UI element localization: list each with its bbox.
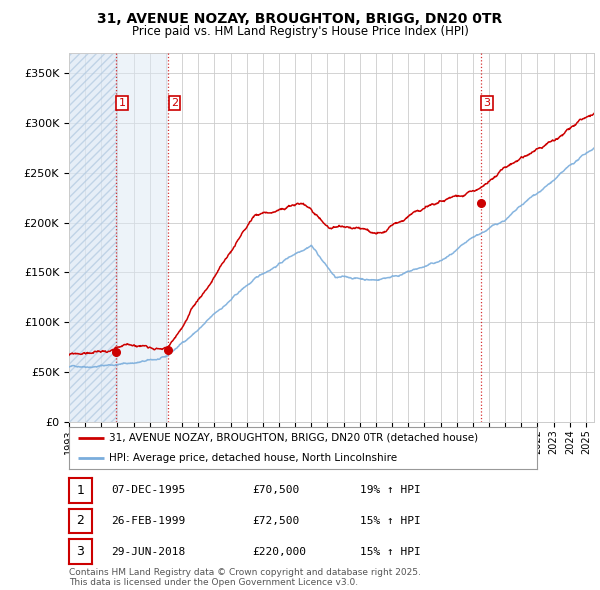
Text: 3: 3: [76, 545, 85, 558]
Text: 3: 3: [484, 98, 490, 108]
Text: 1: 1: [76, 484, 85, 497]
Text: 15% ↑ HPI: 15% ↑ HPI: [360, 547, 421, 556]
Text: 31, AVENUE NOZAY, BROUGHTON, BRIGG, DN20 0TR: 31, AVENUE NOZAY, BROUGHTON, BRIGG, DN20…: [97, 12, 503, 26]
Text: Contains HM Land Registry data © Crown copyright and database right 2025.
This d: Contains HM Land Registry data © Crown c…: [69, 568, 421, 587]
Text: 26-FEB-1999: 26-FEB-1999: [111, 516, 185, 526]
Bar: [69, 53, 116, 422]
Text: 29-JUN-2018: 29-JUN-2018: [111, 547, 185, 556]
Text: HPI: Average price, detached house, North Lincolnshire: HPI: Average price, detached house, Nort…: [109, 453, 397, 463]
Text: 2: 2: [171, 98, 178, 108]
Text: 19% ↑ HPI: 19% ↑ HPI: [360, 486, 421, 495]
Text: 1: 1: [119, 98, 125, 108]
Text: 31, AVENUE NOZAY, BROUGHTON, BRIGG, DN20 0TR (detached house): 31, AVENUE NOZAY, BROUGHTON, BRIGG, DN20…: [109, 432, 478, 442]
Bar: [116, 53, 169, 422]
Text: Price paid vs. HM Land Registry's House Price Index (HPI): Price paid vs. HM Land Registry's House …: [131, 25, 469, 38]
Text: 07-DEC-1995: 07-DEC-1995: [111, 486, 185, 495]
Text: £70,500: £70,500: [252, 486, 299, 495]
Text: 2: 2: [76, 514, 85, 527]
Text: £220,000: £220,000: [252, 547, 306, 556]
Text: £72,500: £72,500: [252, 516, 299, 526]
Text: 15% ↑ HPI: 15% ↑ HPI: [360, 516, 421, 526]
